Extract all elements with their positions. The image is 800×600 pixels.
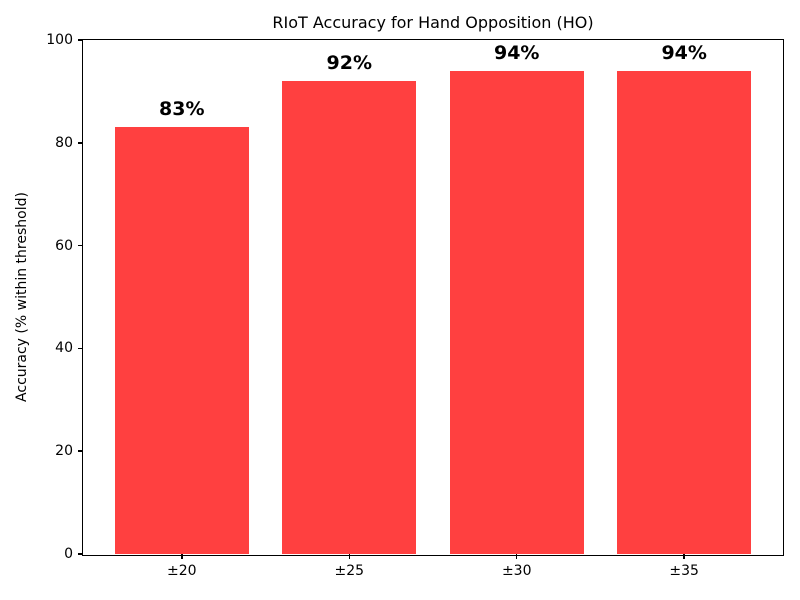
y-tick-mark [78, 142, 83, 144]
bar-value-label: 92% [326, 52, 372, 75]
y-tick-label: 40 [55, 340, 73, 357]
y-tick-label: 60 [55, 237, 73, 254]
y-tick-label: 80 [55, 134, 73, 151]
y-tick-label: 20 [55, 443, 73, 460]
chart-title: RIoT Accuracy for Hand Opposition (HO) [272, 13, 594, 32]
bar [114, 127, 249, 554]
x-tick-label: ±35 [669, 563, 699, 579]
x-tick-mark [181, 554, 183, 559]
x-tick-mark [348, 554, 351, 559]
y-tick-mark [78, 553, 83, 555]
x-tick-mark [515, 554, 518, 559]
bar [282, 81, 417, 554]
bar [449, 70, 584, 554]
y-axis-label: Accuracy (% within threshold) [14, 192, 30, 402]
y-tick-mark [78, 347, 83, 350]
y-tick-label: 0 [64, 546, 73, 562]
y-tick-label: 100 [46, 32, 73, 48]
bar [617, 70, 752, 554]
x-tick-label: ±30 [501, 563, 532, 579]
y-tick-mark [78, 39, 83, 41]
bar-value-label: 94% [661, 41, 707, 64]
bar-value-label: 83% [159, 98, 205, 121]
x-tick-label: ±25 [334, 563, 365, 579]
x-tick-mark [683, 554, 685, 559]
x-tick-label: ±20 [167, 563, 197, 579]
bar-value-label: 94% [493, 41, 540, 64]
y-tick-mark [78, 244, 83, 247]
y-tick-mark [78, 450, 83, 452]
